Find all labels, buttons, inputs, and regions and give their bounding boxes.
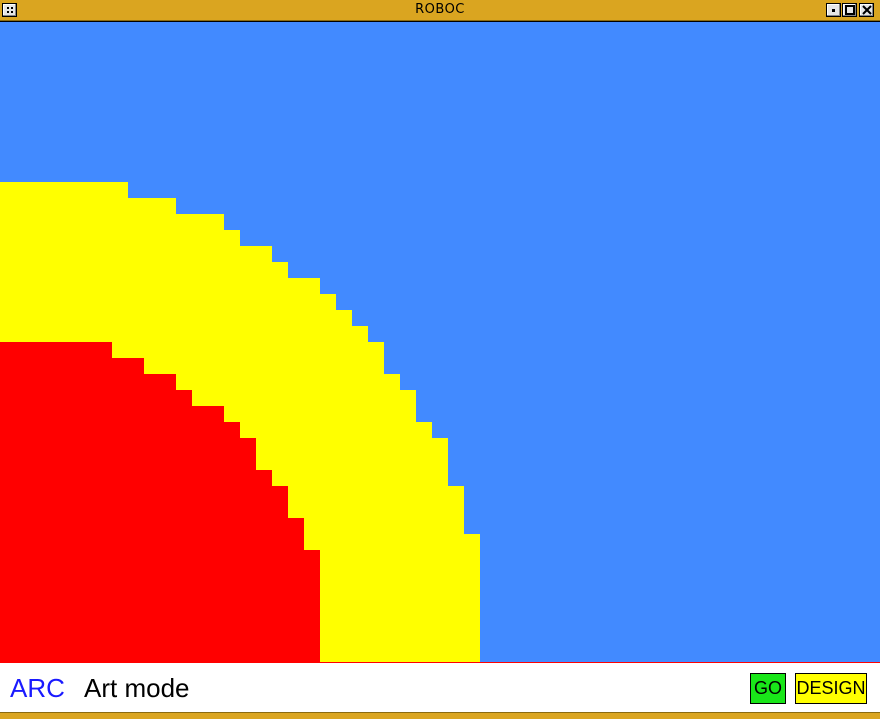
mode-label: ARC: [10, 673, 65, 703]
status-bar: ARC Art mode GO DESIGN: [0, 662, 880, 712]
go-button[interactable]: GO: [750, 673, 786, 704]
window-menu-icon[interactable]: [2, 3, 17, 17]
window-title: ROBOC: [415, 2, 465, 17]
title-bar[interactable]: ROBOC: [0, 0, 880, 21]
mode-description: Art mode: [84, 673, 190, 703]
minimize-icon[interactable]: [826, 3, 841, 17]
art-canvas[interactable]: [0, 22, 880, 662]
window-bottom-border[interactable]: [0, 712, 880, 719]
inner-arc-shape: [0, 342, 320, 662]
maximize-icon[interactable]: [842, 3, 857, 17]
design-button[interactable]: DESIGN: [795, 673, 867, 704]
close-icon[interactable]: [859, 3, 874, 17]
